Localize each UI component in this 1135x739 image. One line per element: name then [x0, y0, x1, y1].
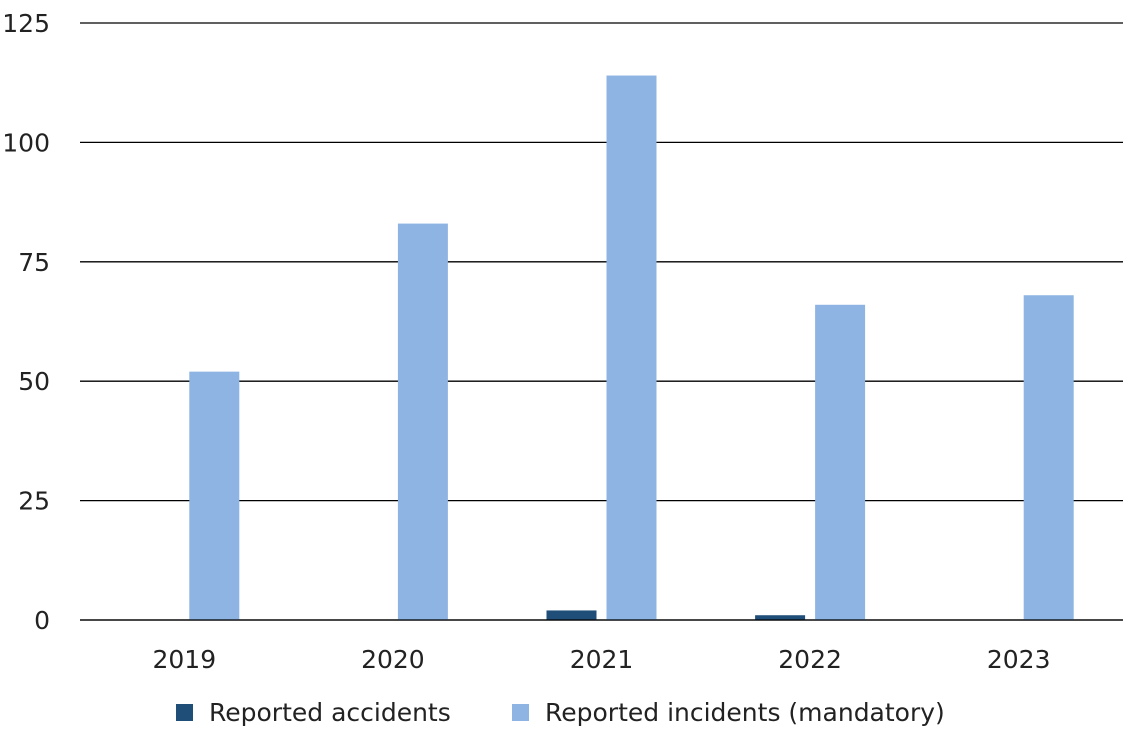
x-tick-label: 2019: [152, 645, 216, 674]
y-tick-label: 100: [2, 128, 50, 157]
bar-incidents-2022: [815, 304, 866, 620]
bar-incidents-2021: [606, 75, 657, 620]
bars: [80, 75, 1123, 621]
legend-swatch-reported-accidents: [176, 704, 193, 721]
y-tick-label: 0: [34, 606, 50, 635]
y-tick-label: 75: [18, 248, 50, 277]
x-axis-ticks: 2019 2020 2021 2022 2023: [152, 645, 1050, 674]
y-tick-label: 125: [2, 9, 50, 38]
bar-accidents-2022: [755, 615, 806, 620]
y-tick-label: 25: [18, 487, 50, 516]
x-tick-label: 2023: [987, 645, 1051, 674]
x-tick-label: 2022: [778, 645, 842, 674]
legend-swatch-reported-incidents: [512, 704, 529, 721]
legend-label-reported-accidents: Reported accidents: [209, 698, 451, 727]
bar-incidents-2023: [1023, 295, 1074, 620]
bar-accidents-2021: [546, 610, 597, 620]
legend-label-reported-incidents: Reported incidents (mandatory): [545, 698, 945, 727]
x-tick-label: 2020: [361, 645, 425, 674]
x-tick-label: 2021: [570, 645, 634, 674]
bar-incidents-2020: [397, 223, 448, 621]
y-tick-label: 50: [18, 367, 50, 396]
legend: Reported accidents Reported incidents (m…: [176, 698, 945, 727]
y-axis-ticks: 0 25 50 75 100 125: [2, 9, 50, 635]
bar-incidents-2019: [189, 371, 240, 620]
